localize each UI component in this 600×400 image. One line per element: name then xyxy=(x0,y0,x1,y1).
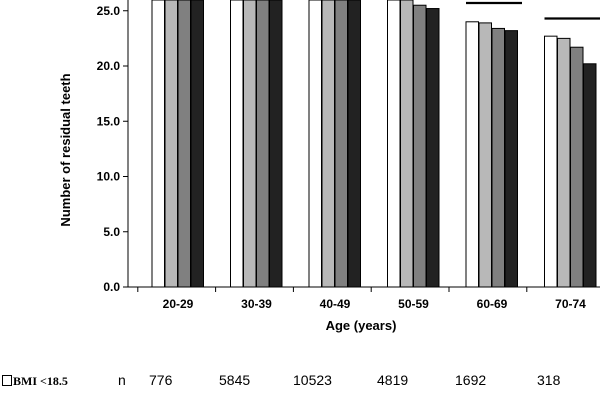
bar-70-74-s2 xyxy=(557,37,571,288)
bar-50-59-s1 xyxy=(387,0,401,288)
bar-40-49-s2 xyxy=(321,0,335,288)
y-tick-label-5.0: 5.0 xyxy=(103,225,120,239)
brackets-layer xyxy=(466,1,600,20)
y-tick-label-15.0: 15.0 xyxy=(97,114,121,128)
n-label: n xyxy=(118,372,126,388)
bar-70-74-s3 xyxy=(570,46,584,288)
y-tick-label-0.0: 0.0 xyxy=(103,280,120,294)
bar-60-69-s4 xyxy=(504,30,518,288)
legend-bmi-label: BMI <18.5 xyxy=(2,374,68,389)
legend-bmi-text: BMI <18.5 xyxy=(13,374,68,388)
bar-50-59-s3 xyxy=(413,4,427,288)
x-tick-label-50-59: 50-59 xyxy=(398,297,429,311)
y-tick-label-25.0: 25.0 xyxy=(97,4,121,18)
bar-60-69-s2 xyxy=(478,22,492,288)
bar-30-39-s3 xyxy=(256,0,270,288)
bar-60-69-s3 xyxy=(491,27,505,288)
bar-50-59-s4 xyxy=(426,8,440,288)
bar-30-39-s2 xyxy=(243,0,257,288)
count-0: 776 xyxy=(149,372,173,388)
x-tick-label-20-29: 20-29 xyxy=(163,297,194,311)
x-tick-label-60-69: 60-69 xyxy=(477,297,508,311)
bar-70-74-s4 xyxy=(583,63,597,288)
x-tick-label-30-39: 30-39 xyxy=(241,297,272,311)
bar-20-29-s1 xyxy=(151,0,165,288)
x-axis-title: Age (years) xyxy=(326,318,397,333)
bar-20-29-s2 xyxy=(164,0,178,288)
bars-layer xyxy=(151,0,597,288)
bar-40-49-s1 xyxy=(308,0,322,288)
y-axis-title: Number of residual teeth xyxy=(58,73,73,226)
count-1: 5845 xyxy=(219,372,251,388)
count-4: 1692 xyxy=(455,372,487,388)
bar-50-59-s2 xyxy=(400,0,414,288)
count-5: 318 xyxy=(537,372,561,388)
y-tick-label-20.0: 20.0 xyxy=(97,59,121,73)
bar-20-29-s4 xyxy=(190,0,204,288)
y-tick-label-10.0: 10.0 xyxy=(97,170,121,184)
axes-layer: 0.0 5.0 10.0 15.0 20.0 25.0 20-29 30-39 40-49 50-… xyxy=(97,0,600,311)
x-tick-label-40-49: 40-49 xyxy=(320,297,351,311)
bar-60-69-s1 xyxy=(465,21,479,288)
legend-row: BMI <18.5 n 776 5845 10523 4819 1692 318 xyxy=(0,372,600,394)
count-2: 10523 xyxy=(293,372,332,388)
bar-40-49-s4 xyxy=(347,0,361,288)
count-3: 4819 xyxy=(377,372,409,388)
bar-70-74-s1 xyxy=(544,35,558,288)
bar-40-49-s3 xyxy=(334,0,348,288)
bar-30-39-s4 xyxy=(269,0,283,288)
x-tick-label-70-74: 70-74 xyxy=(555,297,586,311)
legend-swatch xyxy=(2,375,12,386)
bar-20-29-s3 xyxy=(177,0,191,288)
bar-30-39-s1 xyxy=(230,0,244,288)
